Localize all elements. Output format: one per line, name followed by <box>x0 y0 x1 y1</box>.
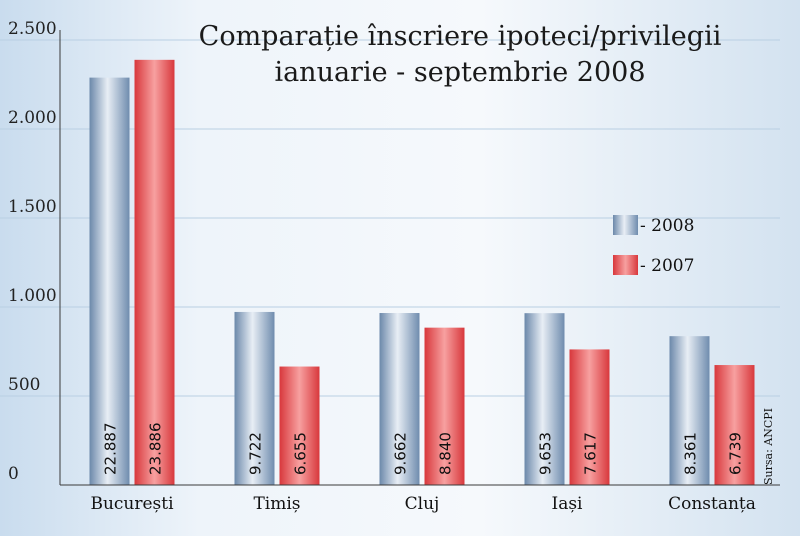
chart-title: ianuarie - septembrie 2008 <box>274 57 645 88</box>
data-label: 22.887 <box>102 423 120 476</box>
data-label: 8.361 <box>682 432 700 475</box>
y-tick-label: 500 <box>8 375 40 395</box>
bar-2008-2 <box>379 313 420 485</box>
bar-2007-3 <box>569 349 610 485</box>
bar-2008-0 <box>89 77 130 486</box>
bar-2008-1 <box>234 311 275 485</box>
x-category-label: Timiș <box>253 494 300 514</box>
legend-swatch-2007 <box>613 255 638 275</box>
data-label: 8.840 <box>437 432 455 475</box>
bar-2008-3 <box>524 313 565 485</box>
chart-title: Comparație înscriere ipoteci/privilegii <box>199 21 722 52</box>
bar-2007-4 <box>714 365 755 485</box>
bar-2007-2 <box>424 327 465 485</box>
legend-label-2007: - 2007 <box>640 256 694 276</box>
y-tick-label: 1.500 <box>8 197 57 217</box>
data-label: 9.662 <box>392 432 410 475</box>
bar-2007-0 <box>134 59 175 486</box>
y-tick-label: 2.500 <box>8 19 57 39</box>
data-label: 6.739 <box>727 432 745 475</box>
y-tick-label: 0 <box>8 464 19 484</box>
x-category-label: București <box>90 494 174 514</box>
y-tick-label: 1.000 <box>8 286 57 306</box>
legend-label-2008: - 2008 <box>640 216 694 236</box>
x-category-label: Iași <box>551 494 583 514</box>
bar-2008-4 <box>669 336 710 485</box>
source-note: Sursa: ANCPI <box>762 408 775 485</box>
data-label: 23.886 <box>147 423 165 476</box>
data-label: 7.617 <box>582 432 600 475</box>
bar-2007-1 <box>279 366 320 485</box>
data-label: 9.653 <box>537 432 555 475</box>
y-tick-label: 2.000 <box>8 108 57 128</box>
legend-swatch-2008 <box>613 215 638 235</box>
x-category-label: Constanța <box>668 494 756 514</box>
x-category-label: Cluj <box>405 494 440 514</box>
data-label: 6.655 <box>292 432 310 475</box>
data-label: 9.722 <box>247 432 265 475</box>
